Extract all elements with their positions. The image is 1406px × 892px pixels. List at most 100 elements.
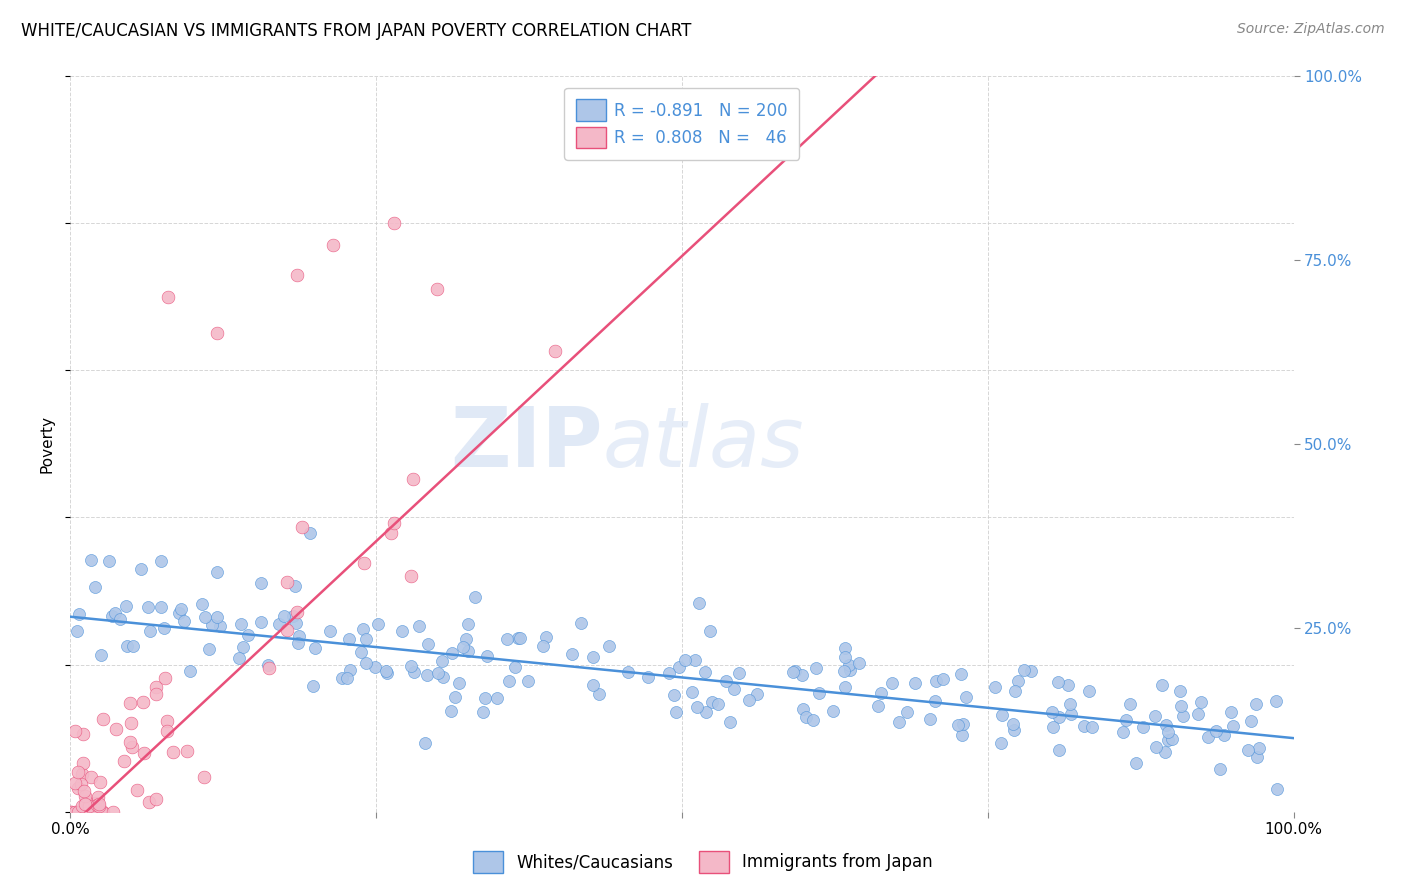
Point xyxy=(281,608,304,623)
Point xyxy=(415,668,437,682)
Point xyxy=(948,718,970,732)
Point xyxy=(91,712,114,726)
Point xyxy=(75,794,97,808)
Point xyxy=(509,632,531,646)
Point xyxy=(101,805,124,819)
Point xyxy=(723,682,745,697)
Point xyxy=(72,756,94,770)
Point xyxy=(569,615,592,630)
Point xyxy=(1004,684,1026,698)
Point xyxy=(718,715,741,730)
Point xyxy=(145,687,167,701)
Point xyxy=(136,599,159,614)
Point xyxy=(257,661,280,675)
Point xyxy=(250,615,273,630)
Point xyxy=(91,805,114,819)
Point xyxy=(84,796,107,810)
Point xyxy=(1187,707,1209,722)
Point xyxy=(561,647,583,661)
Point xyxy=(1007,674,1029,689)
Legend: R = -0.891   N = 200, R =  0.808   N =   46: R = -0.891 N = 200, R = 0.808 N = 46 xyxy=(564,87,800,160)
Point xyxy=(170,601,193,615)
Point xyxy=(1267,781,1289,796)
Point xyxy=(89,775,111,789)
Point xyxy=(920,713,942,727)
Point xyxy=(384,216,406,230)
Point xyxy=(426,282,449,296)
Point xyxy=(1056,678,1078,692)
Point xyxy=(782,665,804,679)
Point xyxy=(702,694,724,708)
Legend: Whites/Caucasians, Immigrants from Japan: Whites/Caucasians, Immigrants from Japan xyxy=(467,845,939,880)
Point xyxy=(72,799,94,814)
Point xyxy=(457,644,479,658)
Point xyxy=(150,554,173,568)
Point xyxy=(1205,723,1227,738)
Point xyxy=(399,659,422,673)
Point xyxy=(79,553,101,567)
Point xyxy=(1119,697,1142,711)
Point xyxy=(1156,718,1178,732)
Point xyxy=(882,676,904,690)
Point xyxy=(380,525,402,540)
Point xyxy=(839,663,862,677)
Point xyxy=(531,639,554,653)
Point xyxy=(1002,716,1025,731)
Point xyxy=(402,472,425,486)
Point xyxy=(664,688,686,702)
Point xyxy=(686,700,709,714)
Point xyxy=(1170,699,1192,714)
Point xyxy=(834,680,856,694)
Point xyxy=(449,675,471,690)
Point xyxy=(695,705,717,719)
Point xyxy=(683,653,706,667)
Point xyxy=(162,745,184,759)
Point xyxy=(97,554,120,568)
Point xyxy=(267,616,290,631)
Point xyxy=(472,706,495,720)
Point xyxy=(991,707,1014,722)
Point xyxy=(132,696,155,710)
Point xyxy=(1073,719,1095,733)
Point xyxy=(337,632,360,646)
Point xyxy=(1246,697,1268,711)
Point xyxy=(399,569,422,583)
Point xyxy=(955,690,977,705)
Point xyxy=(790,668,813,682)
Point xyxy=(250,576,273,591)
Point xyxy=(276,574,298,589)
Point xyxy=(302,679,325,693)
Point xyxy=(495,632,517,646)
Point xyxy=(1132,720,1154,734)
Point xyxy=(1081,720,1104,734)
Point xyxy=(367,616,389,631)
Point xyxy=(544,344,567,359)
Point xyxy=(1112,725,1135,739)
Point xyxy=(1247,741,1270,756)
Point xyxy=(276,624,298,638)
Point xyxy=(588,687,610,701)
Point xyxy=(75,789,97,804)
Point xyxy=(693,665,716,679)
Point xyxy=(1189,695,1212,709)
Point xyxy=(1156,724,1178,739)
Point xyxy=(101,609,124,624)
Point xyxy=(330,671,353,685)
Point xyxy=(1042,720,1064,734)
Point xyxy=(228,651,250,665)
Point xyxy=(229,617,252,632)
Point xyxy=(1265,693,1288,707)
Point xyxy=(904,676,927,690)
Point xyxy=(413,735,436,749)
Point xyxy=(67,607,90,622)
Point xyxy=(63,724,86,739)
Point xyxy=(658,665,681,680)
Point xyxy=(1160,732,1182,747)
Point xyxy=(284,579,307,593)
Point xyxy=(427,665,450,680)
Point xyxy=(232,640,254,655)
Point xyxy=(354,632,377,647)
Point xyxy=(1047,742,1070,756)
Point xyxy=(1059,698,1081,712)
Point xyxy=(457,617,479,632)
